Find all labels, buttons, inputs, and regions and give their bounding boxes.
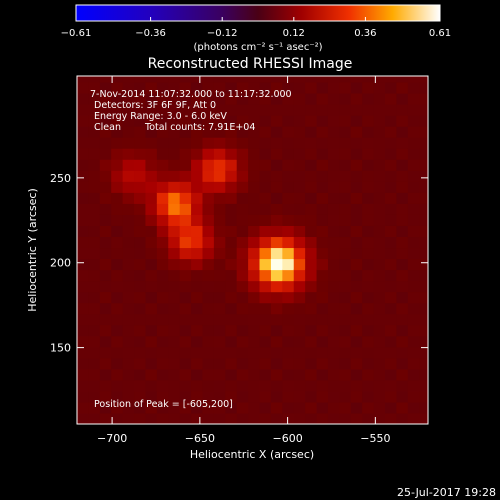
y-tick-label: 150	[50, 342, 71, 355]
colorbar-tick-label: −0.12	[207, 28, 238, 39]
x-tick-label: −550	[360, 432, 390, 445]
colorbar-tick-label: 0.36	[354, 28, 376, 39]
energy-range-label: Energy Range: 3.0 - 6.0 keV	[94, 111, 227, 122]
colorbar-tick-label: −0.36	[135, 28, 166, 39]
plot-frame	[76, 75, 429, 425]
axis-ticks: −700 −650 −600 −550 150 200 250	[50, 76, 428, 445]
peak-position-label: Position of Peak = [-605,200]	[94, 399, 233, 410]
x-tick-label: −600	[272, 432, 302, 445]
x-tick-label: −700	[97, 432, 127, 445]
colorbar-tick-label: −0.61	[61, 28, 92, 39]
y-axis-label: Heliocentric Y (arcsec)	[26, 188, 39, 312]
y-tick-label: 200	[50, 257, 71, 270]
x-tick-label: −650	[185, 432, 215, 445]
x-axis-label: Heliocentric X (arcsec)	[190, 448, 314, 461]
colorbar-tick-label: 0.12	[283, 28, 305, 39]
footer-timestamp: 25-Jul-2017 19:28	[397, 486, 496, 499]
time-range-label: 7-Nov-2014 11:07:32.000 to 11:17:32.000	[90, 89, 292, 100]
colorbar-tick-label: 0.61	[429, 28, 451, 39]
total-counts-label: Total counts: 7.91E+04	[144, 122, 255, 133]
colorbar-ticks: −0.61 −0.36 −0.12 0.12 0.36 0.61	[61, 17, 451, 39]
heatmap-image	[77, 76, 428, 424]
y-tick-label: 250	[50, 172, 71, 185]
chart-title: Reconstructed RHESSI Image	[148, 56, 353, 72]
colorbar	[75, 4, 441, 22]
detectors-label: Detectors: 3F 6F 9F, Att 0	[94, 100, 216, 111]
algorithm-label: Clean	[94, 122, 121, 133]
colorbar-units: (photons cm⁻² s⁻¹ asec⁻²)	[193, 42, 322, 53]
